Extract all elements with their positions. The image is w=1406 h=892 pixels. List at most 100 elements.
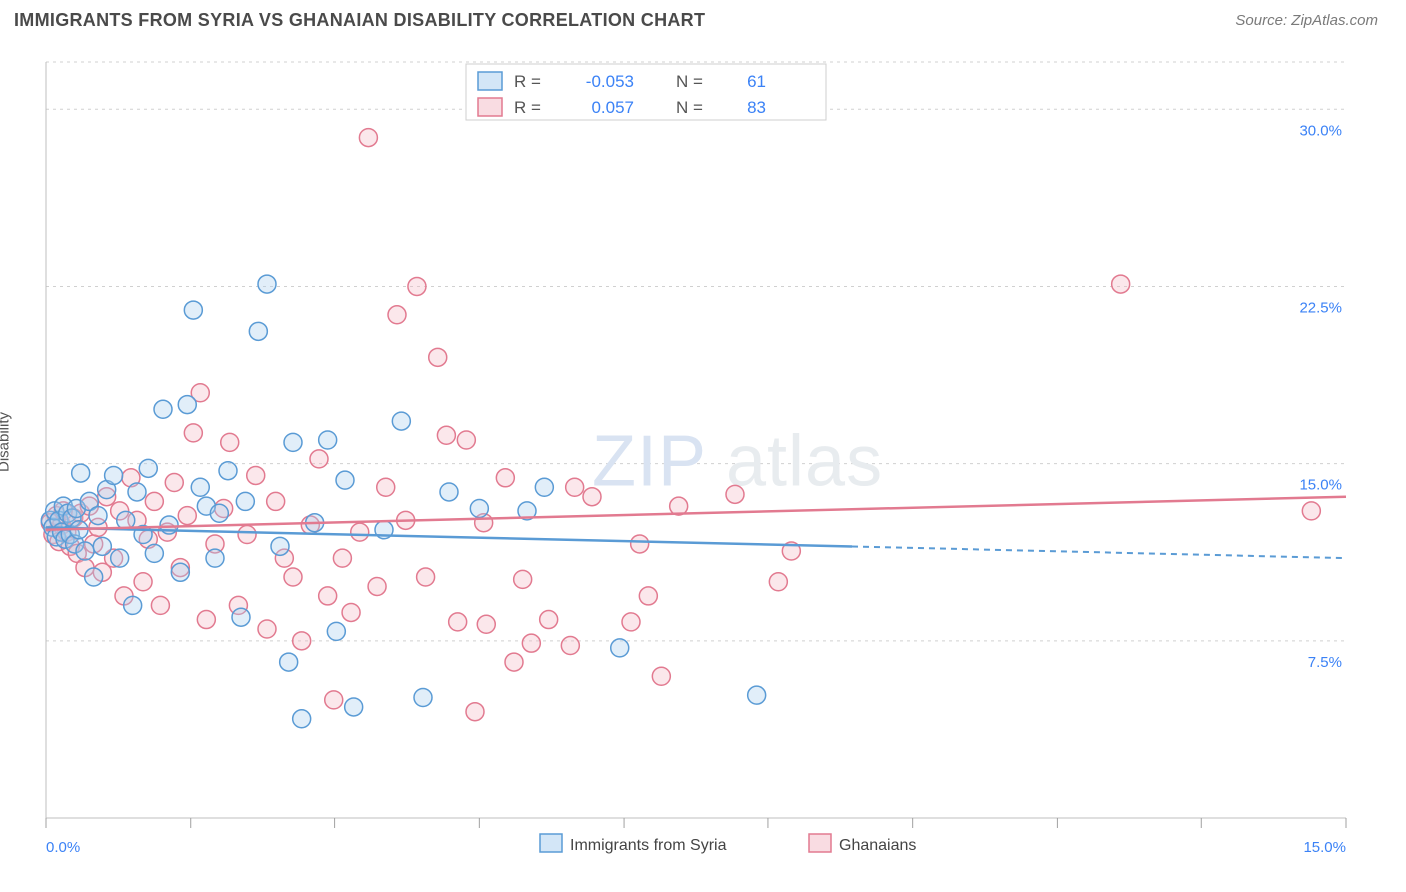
data-point bbox=[184, 424, 202, 442]
legend-n-label: N = bbox=[676, 98, 703, 117]
data-point bbox=[258, 275, 276, 293]
data-point bbox=[769, 573, 787, 591]
data-point bbox=[457, 431, 475, 449]
watermark-zip: ZIP bbox=[592, 421, 707, 501]
data-point bbox=[477, 615, 495, 633]
legend-series-label: Immigrants from Syria bbox=[570, 837, 727, 854]
data-point bbox=[561, 637, 579, 655]
data-point bbox=[408, 277, 426, 295]
data-point bbox=[271, 537, 289, 555]
data-point bbox=[219, 462, 237, 480]
y-tick-label: 30.0% bbox=[1299, 122, 1342, 139]
data-point bbox=[191, 478, 209, 496]
data-point bbox=[310, 450, 328, 468]
data-point bbox=[449, 613, 467, 631]
data-point bbox=[128, 483, 146, 501]
data-point bbox=[414, 689, 432, 707]
data-point bbox=[232, 608, 250, 626]
data-point bbox=[359, 129, 377, 147]
series-legend: Immigrants from SyriaGhanaians bbox=[540, 834, 916, 854]
data-point bbox=[1112, 275, 1130, 293]
data-point bbox=[496, 469, 514, 487]
x-tick-label: 15.0% bbox=[1303, 839, 1346, 856]
data-point bbox=[105, 466, 123, 484]
data-point bbox=[293, 632, 311, 650]
legend-r-value: 0.057 bbox=[591, 98, 634, 117]
data-point bbox=[111, 549, 129, 567]
data-point bbox=[522, 634, 540, 652]
data-point bbox=[351, 523, 369, 541]
data-point bbox=[319, 587, 337, 605]
data-point bbox=[505, 653, 523, 671]
data-point bbox=[368, 577, 386, 595]
data-point bbox=[345, 698, 363, 716]
data-point bbox=[392, 412, 410, 430]
x-tick-label: 0.0% bbox=[46, 839, 80, 856]
data-point bbox=[93, 537, 111, 555]
legend-r-value: -0.053 bbox=[586, 72, 634, 91]
data-point bbox=[514, 570, 532, 588]
data-point bbox=[1302, 502, 1320, 520]
data-point bbox=[151, 596, 169, 614]
legend-n-value: 61 bbox=[747, 72, 766, 91]
data-point bbox=[726, 485, 744, 503]
data-point bbox=[258, 620, 276, 638]
data-point bbox=[437, 426, 455, 444]
legend-r-label: R = bbox=[514, 72, 541, 91]
data-point bbox=[540, 611, 558, 629]
data-point bbox=[165, 474, 183, 492]
data-point bbox=[178, 507, 196, 525]
data-point bbox=[639, 587, 657, 605]
source-name: ZipAtlas.com bbox=[1291, 12, 1378, 29]
legend-swatch bbox=[540, 834, 562, 852]
data-point bbox=[631, 535, 649, 553]
data-point bbox=[293, 710, 311, 728]
data-point bbox=[247, 466, 265, 484]
data-point bbox=[417, 568, 435, 586]
data-point bbox=[333, 549, 351, 567]
data-point bbox=[89, 507, 107, 525]
data-point bbox=[470, 500, 488, 518]
legend-r-label: R = bbox=[514, 98, 541, 117]
data-point bbox=[466, 703, 484, 721]
data-point bbox=[535, 478, 553, 496]
header: IMMIGRANTS FROM SYRIA VS GHANAIAN DISABI… bbox=[0, 0, 1406, 33]
data-point bbox=[284, 568, 302, 586]
data-point bbox=[566, 478, 584, 496]
legend-n-value: 83 bbox=[747, 98, 766, 117]
data-point bbox=[284, 433, 302, 451]
data-point bbox=[134, 573, 152, 591]
legend-swatch bbox=[809, 834, 831, 852]
data-point bbox=[139, 459, 157, 477]
data-point bbox=[249, 322, 267, 340]
data-point bbox=[171, 563, 189, 581]
data-point bbox=[388, 306, 406, 324]
y-tick-label: 22.5% bbox=[1299, 299, 1342, 316]
data-point bbox=[377, 478, 395, 496]
data-point bbox=[145, 544, 163, 562]
data-point bbox=[184, 301, 202, 319]
data-point bbox=[336, 471, 354, 489]
data-point bbox=[221, 433, 239, 451]
data-point bbox=[145, 492, 163, 510]
chart-area: Disability 7.5%15.0%22.5%30.0%ZIPatlas0.… bbox=[10, 42, 1396, 842]
y-tick-label: 15.0% bbox=[1299, 477, 1342, 494]
trend-line-dashed bbox=[852, 546, 1346, 558]
data-point bbox=[583, 488, 601, 506]
data-point bbox=[197, 611, 215, 629]
data-point bbox=[611, 639, 629, 657]
data-point bbox=[622, 613, 640, 631]
data-point bbox=[178, 396, 196, 414]
data-point bbox=[325, 691, 343, 709]
data-point bbox=[429, 348, 447, 366]
data-point bbox=[267, 492, 285, 510]
scatter-plot: 7.5%15.0%22.5%30.0%ZIPatlas0.0%15.0%R =-… bbox=[46, 42, 1386, 842]
data-point bbox=[124, 596, 142, 614]
data-point bbox=[210, 504, 228, 522]
y-tick-label: 7.5% bbox=[1308, 654, 1342, 671]
chart-title: IMMIGRANTS FROM SYRIA VS GHANAIAN DISABI… bbox=[14, 10, 705, 31]
y-axis-label: Disability bbox=[0, 412, 13, 472]
source-prefix: Source: bbox=[1235, 12, 1291, 29]
data-point bbox=[206, 549, 224, 567]
data-point bbox=[319, 431, 337, 449]
